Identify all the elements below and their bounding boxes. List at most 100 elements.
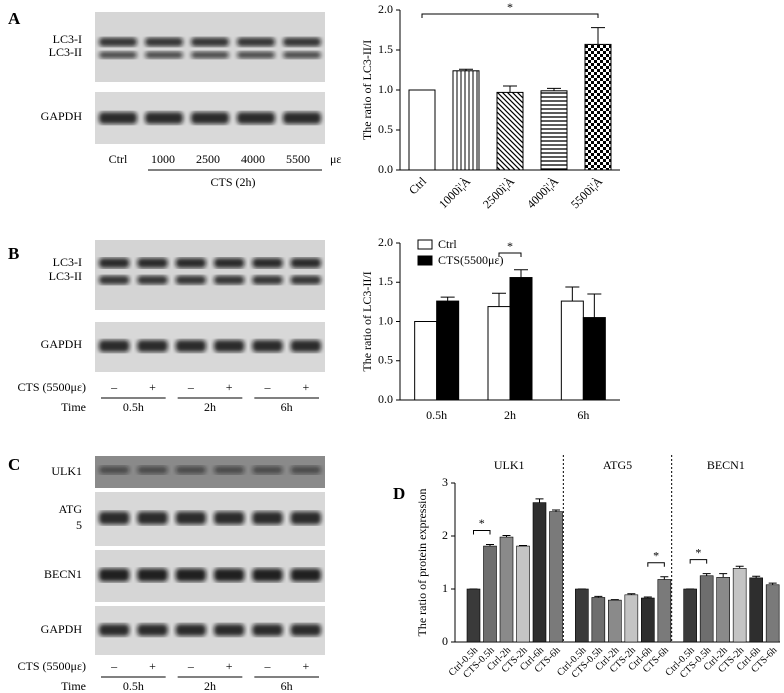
bar xyxy=(641,597,655,643)
bar xyxy=(582,317,606,401)
blot-strip xyxy=(95,492,325,546)
time: 6h xyxy=(281,679,293,693)
legend-swatch xyxy=(417,255,433,266)
row-label: LC3-I xyxy=(53,255,82,269)
y-tick-label: 3 xyxy=(442,475,448,489)
legend-swatch xyxy=(417,239,433,250)
bar xyxy=(608,599,622,643)
bar xyxy=(549,511,563,643)
blot-band xyxy=(290,511,321,525)
blot-band xyxy=(237,37,275,47)
row-label: GAPDH xyxy=(41,622,83,636)
bar xyxy=(699,575,714,643)
sign: – xyxy=(187,659,195,673)
bar xyxy=(414,321,438,401)
significance-label: * xyxy=(507,0,513,14)
blot-band xyxy=(175,275,206,285)
blot-band xyxy=(283,51,321,59)
sign: + xyxy=(149,659,156,673)
y-tick-label: 0.0 xyxy=(378,162,393,176)
time: 0.5h xyxy=(123,679,144,693)
blot-strip xyxy=(95,550,325,602)
y-axis-label: The ratio of protein expression xyxy=(415,489,429,637)
sign: + xyxy=(149,380,156,394)
bar xyxy=(509,277,533,401)
bar xyxy=(732,568,747,643)
blot-band xyxy=(252,466,283,474)
error-bar xyxy=(535,498,544,503)
blot-band xyxy=(191,51,229,59)
y-tick-label: 0.0 xyxy=(378,392,393,406)
y-tick-label: 1.5 xyxy=(378,274,393,288)
y-tick-label: 1.0 xyxy=(378,313,393,327)
blot-band xyxy=(175,511,206,525)
treatment-label: CTS (5500με) xyxy=(18,380,86,394)
blot-band xyxy=(99,568,130,582)
bar xyxy=(765,584,780,643)
blot-band xyxy=(214,340,245,352)
blot-strip xyxy=(95,240,325,310)
blot-band xyxy=(237,51,275,59)
blot-band xyxy=(99,511,130,525)
y-tick-label: 0.5 xyxy=(378,122,393,136)
bar xyxy=(683,588,697,643)
blot-strip xyxy=(95,606,325,655)
x-tick-label: 6h xyxy=(577,408,589,422)
bar xyxy=(532,502,547,643)
blot-strip xyxy=(95,12,325,82)
y-tick-label: 2.0 xyxy=(378,235,393,249)
y-tick-label: 0 xyxy=(442,634,448,648)
significance-label: * xyxy=(507,239,513,253)
significance-bracket xyxy=(647,562,665,567)
sign: – xyxy=(110,659,118,673)
group-title: ATG5 xyxy=(603,458,632,472)
bar xyxy=(716,577,730,643)
legend-label: CTS(5500με) xyxy=(438,253,503,267)
error-bar xyxy=(503,85,517,93)
blot-band xyxy=(290,568,321,582)
row-label: GAPDH xyxy=(41,109,83,123)
treatment-label: CTS (5500με) xyxy=(18,659,86,673)
blot-band xyxy=(214,466,245,474)
blot-band xyxy=(175,568,206,582)
y-tick-label: 1 xyxy=(442,581,448,595)
bar xyxy=(584,43,612,171)
blot-band xyxy=(99,466,130,474)
lane-label: 5500 xyxy=(286,152,310,166)
group-label: CTS (2h) xyxy=(211,175,256,189)
group-title: ULK1 xyxy=(494,458,525,472)
bar xyxy=(749,577,763,643)
blot-band xyxy=(290,466,321,474)
blot-band xyxy=(137,568,168,582)
time-label: Time xyxy=(61,679,86,693)
significance-label: * xyxy=(695,545,701,559)
y-tick-label: 2 xyxy=(442,528,448,542)
y-axis-label: The ratio of LC3-II/I xyxy=(360,271,374,371)
row-label: ATG xyxy=(59,502,83,516)
error-bar xyxy=(719,573,728,578)
panel-label: D xyxy=(393,484,405,503)
error-bar xyxy=(514,269,528,278)
significance-label: * xyxy=(653,549,659,563)
sign: – xyxy=(264,659,272,673)
blot-band xyxy=(214,624,245,636)
blot-band xyxy=(214,511,245,525)
bar xyxy=(487,306,511,401)
blot-band xyxy=(137,275,168,285)
bar xyxy=(591,597,606,643)
time: 6h xyxy=(281,400,293,414)
row-label: LC3-II xyxy=(49,45,82,59)
bar xyxy=(436,300,460,401)
blot-strip xyxy=(95,322,325,372)
sign: + xyxy=(302,659,309,673)
blot-band xyxy=(214,275,245,285)
sign: + xyxy=(226,659,233,673)
panel-label: A xyxy=(8,9,21,28)
significance-label: * xyxy=(479,516,485,530)
significance-bracket xyxy=(498,252,522,257)
lane-label: 2500 xyxy=(196,152,220,166)
y-axis-label: The ratio of LC3-II/I xyxy=(360,40,374,140)
blot-band xyxy=(252,624,283,636)
y-tick-label: 1.0 xyxy=(378,82,393,96)
blot-band xyxy=(191,112,229,124)
